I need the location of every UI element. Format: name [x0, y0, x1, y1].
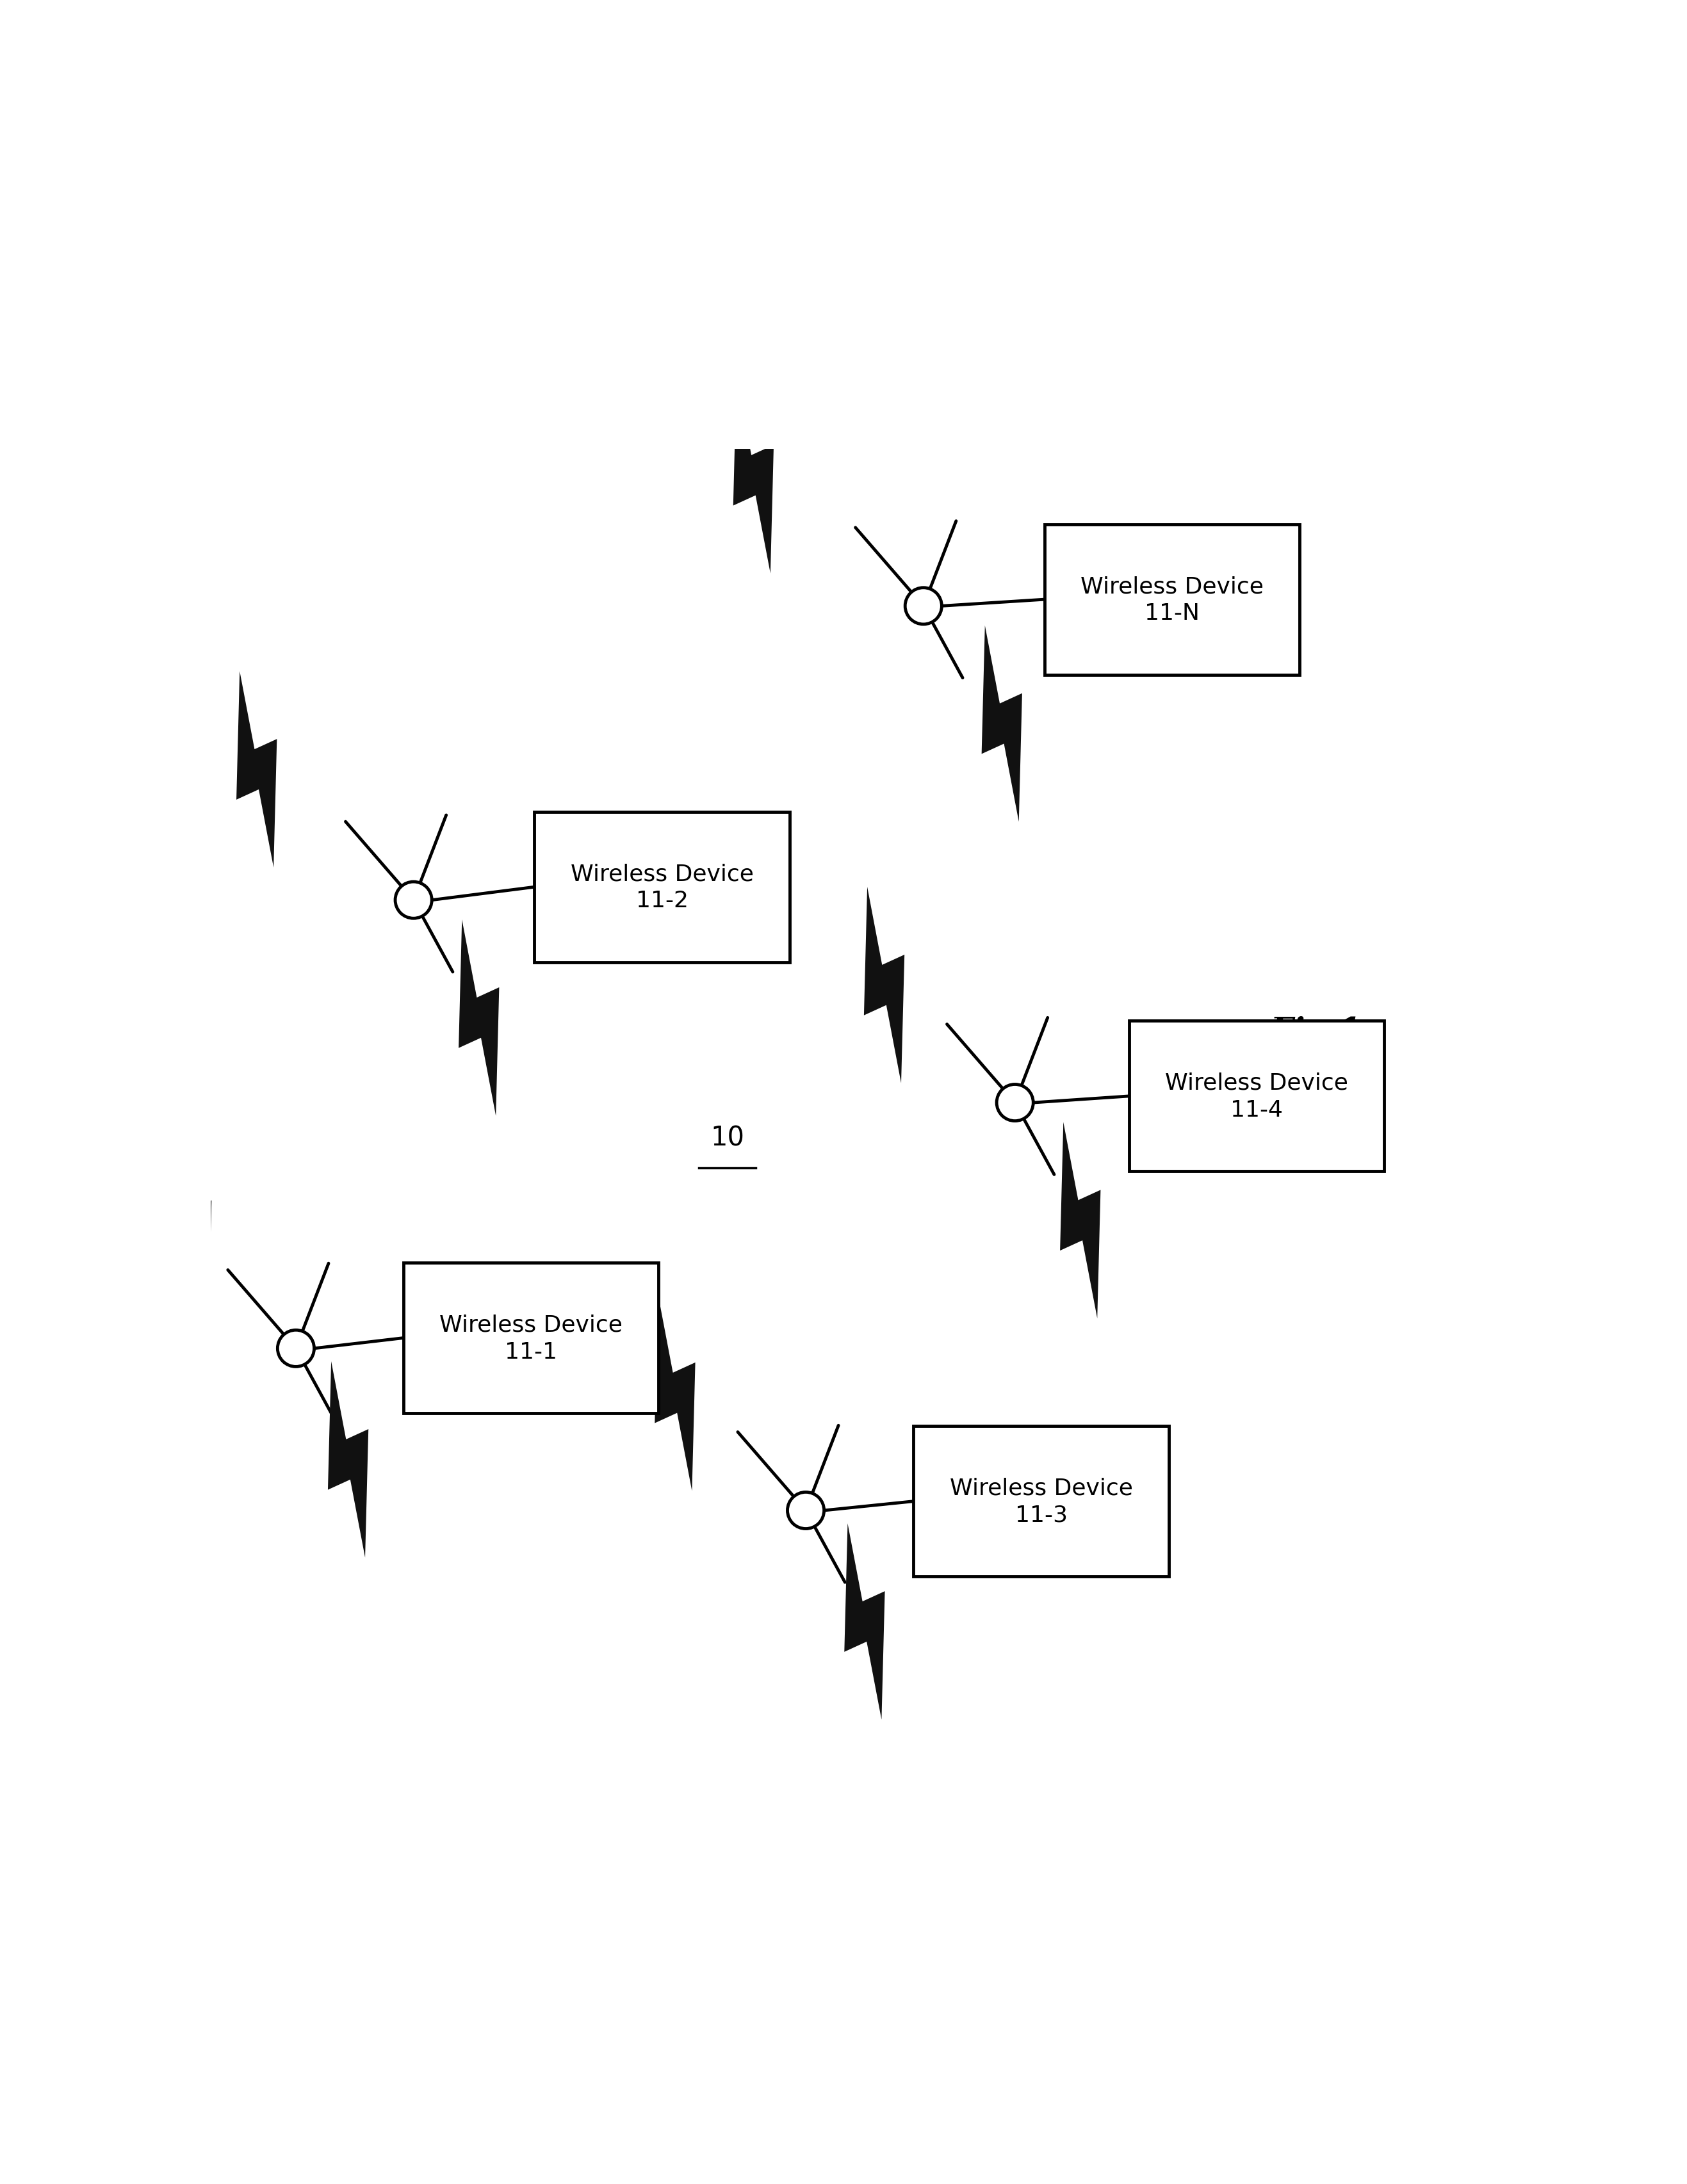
Bar	[1044, 524, 1299, 675]
Text: 10: 10	[710, 1125, 744, 1151]
Bar	[1129, 1022, 1385, 1171]
Polygon shape	[327, 1361, 368, 1557]
Text: Wireless Device
11-4: Wireless Device 11-4	[1166, 1072, 1348, 1120]
Circle shape	[906, 587, 941, 625]
Text: Wireless Device
11-1: Wireless Device 11-1	[440, 1315, 623, 1363]
Polygon shape	[655, 1295, 695, 1492]
Polygon shape	[864, 887, 904, 1083]
Text: Wireless Device
11-N: Wireless Device 11-N	[1080, 577, 1264, 625]
Polygon shape	[1059, 1123, 1100, 1319]
Polygon shape	[982, 627, 1022, 821]
Circle shape	[997, 1085, 1032, 1120]
Text: Wireless Device
11-3: Wireless Device 11-3	[950, 1476, 1132, 1527]
Bar	[535, 812, 790, 963]
Polygon shape	[459, 919, 499, 1116]
Text: Wireless Device
11-2: Wireless Device 11-2	[570, 863, 754, 911]
Circle shape	[788, 1492, 823, 1529]
Polygon shape	[734, 378, 774, 574]
Circle shape	[395, 882, 432, 919]
Bar	[914, 1426, 1169, 1577]
Polygon shape	[170, 1133, 211, 1330]
Polygon shape	[236, 673, 277, 867]
Circle shape	[278, 1330, 314, 1367]
Text: Fig.1: Fig.1	[1270, 1016, 1361, 1046]
Bar	[403, 1262, 658, 1413]
Polygon shape	[844, 1524, 886, 1719]
